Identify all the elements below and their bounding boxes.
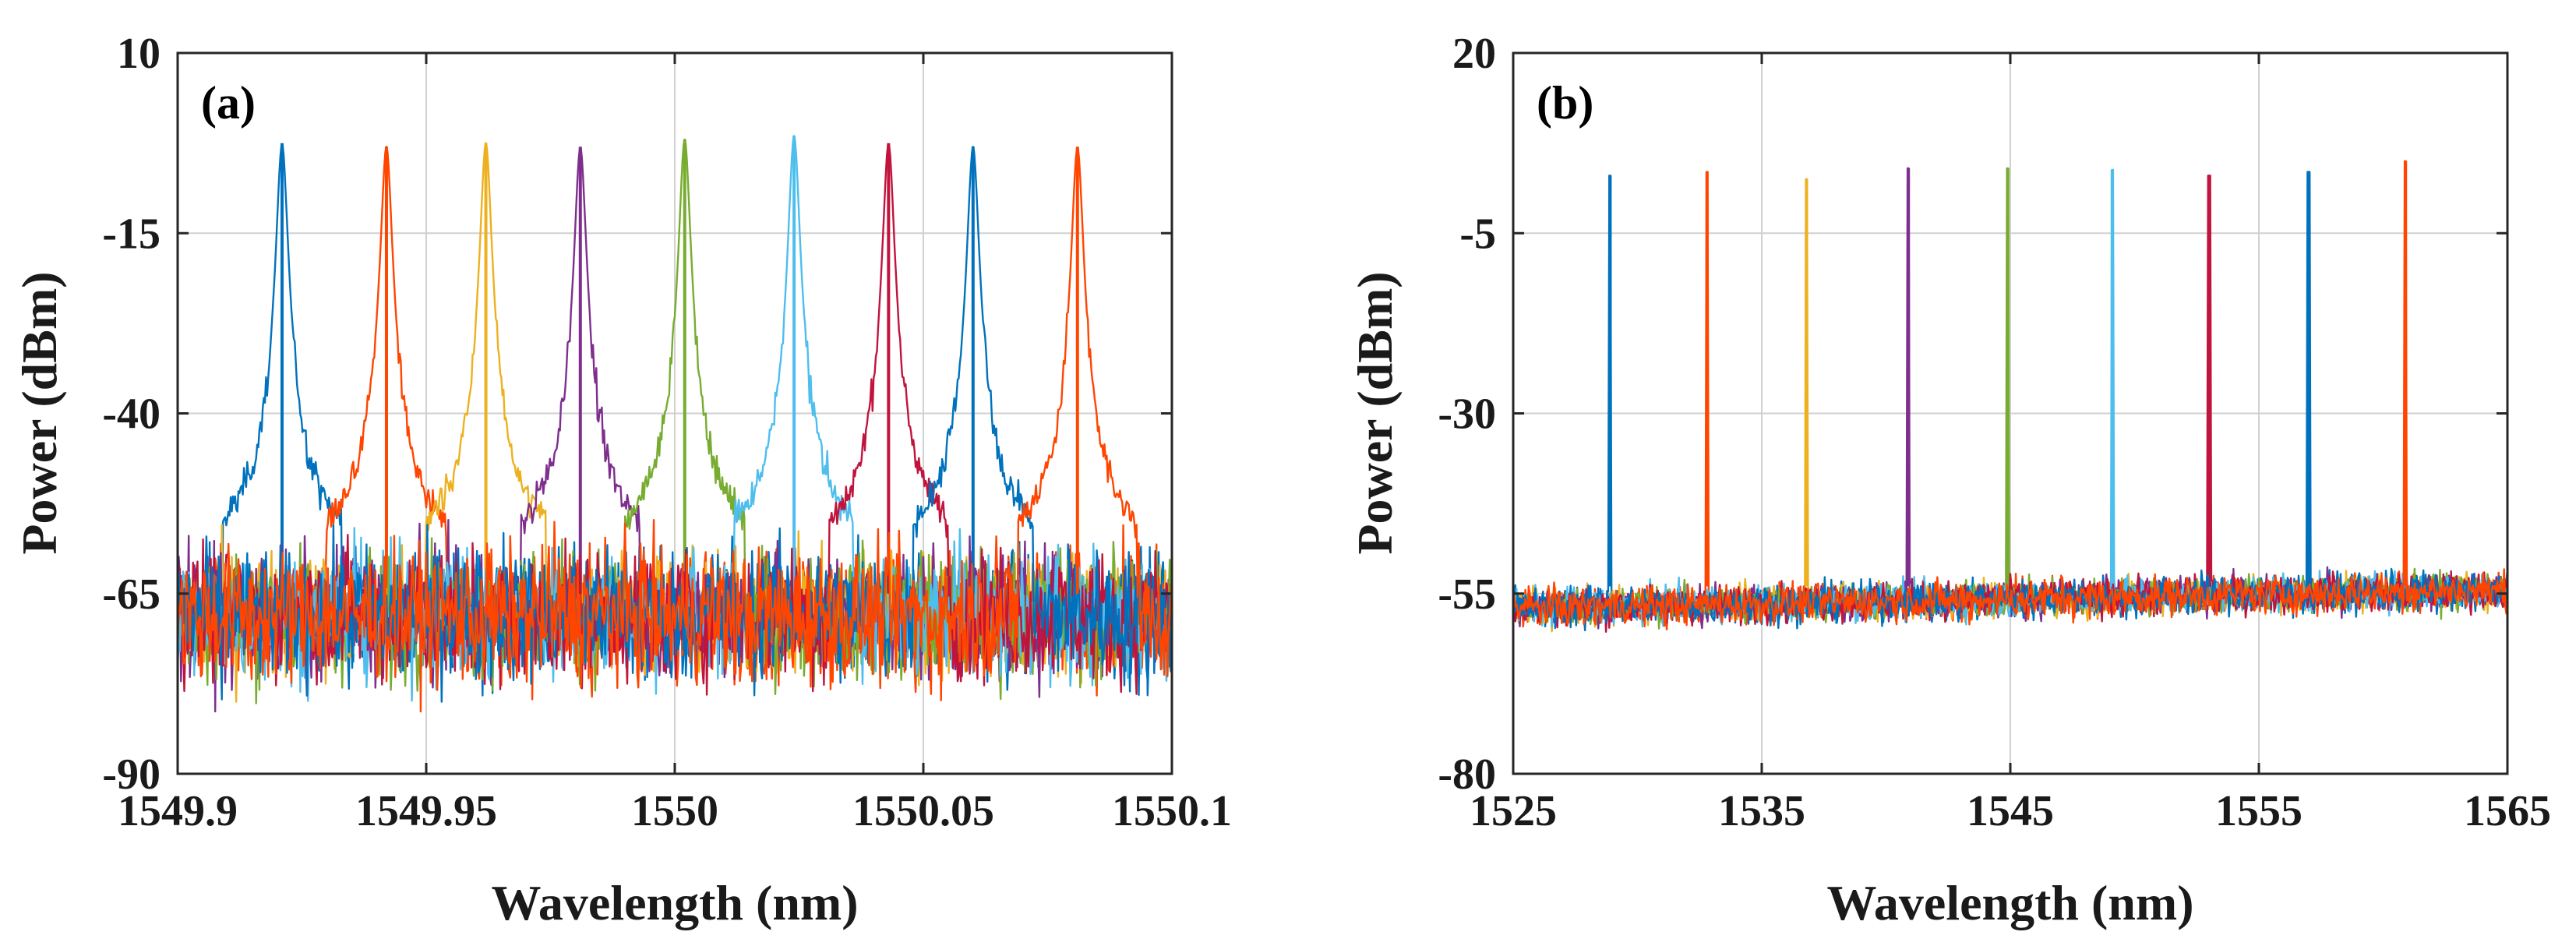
panel-b-ticks: 1525 1535 1545 1555 1565 20 -5 -30 -55 -80 [1438,30,2551,835]
panel-a-label: (a) [201,77,256,129]
spectrum-trace-ch8 [1512,171,2509,630]
x-tick-label: 1550.05 [852,787,994,835]
panel-a: 1549.9 1549.95 1550 1550.05 1550.1 10 -15 -40 -6… [12,30,1232,930]
y-tick-label: -55 [1438,570,1496,619]
y-tick-label: -80 [1438,750,1496,799]
panel-b-grid [1512,52,2508,775]
x-tick-label: 1550 [631,787,718,835]
x-tick-label: 1525 [1470,787,1557,835]
x-tick-label: 1555 [2215,787,2303,835]
spectrum-trace-ch7 [176,143,1173,697]
panel-b-ylabel: Power (dBm) [1347,271,1403,554]
y-tick-label: -65 [102,570,161,619]
x-tick-label: 1549.95 [355,787,497,835]
y-tick-label: -40 [102,390,161,439]
panel-b-label: (b) [1537,77,1593,129]
panel-b-traces [1512,160,2509,633]
y-tick-label: -15 [102,210,161,258]
y-tick-label: 10 [117,30,161,78]
x-tick-label: 1550.1 [1112,787,1232,835]
y-tick-label: -90 [102,750,161,799]
panel-a-traces [176,135,1173,713]
x-tick-label: 1535 [1718,787,1805,835]
spectrum-trace-ch8 [176,146,1173,703]
y-tick-label: 20 [1452,30,1496,78]
x-tick-label: 1549.9 [118,787,238,835]
x-tick-label: 1545 [1967,787,2054,835]
panel-b-xlabel: Wavelength (nm) [1826,875,2193,930]
panel-a-xlabel: Wavelength (nm) [491,875,858,930]
y-tick-label: -30 [1438,390,1496,439]
spectrum-trace-ch9 [1512,160,2509,628]
panel-b: 1525 1535 1545 1555 1565 20 -5 -30 -55 -80 (b) Wa… [1347,30,2551,930]
x-tick-label: 1565 [2464,787,2551,835]
y-tick-label: -5 [1459,210,1496,258]
spectrum-trace-ch9 [176,146,1173,713]
panel-a-ticks: 1549.9 1549.95 1550 1550.05 1550.1 10 -15 -40 -6… [102,30,1232,835]
panel-a-ylabel: Power (dBm) [12,271,67,554]
